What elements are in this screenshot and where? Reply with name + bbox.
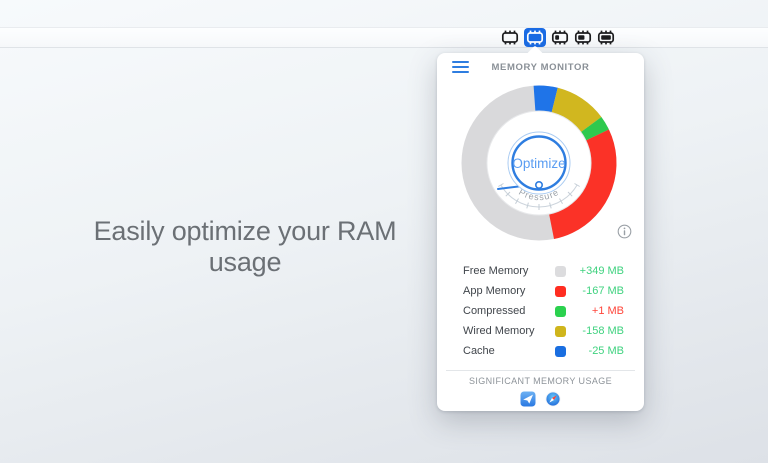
ram-chip-full-glyph (597, 30, 615, 45)
ram-chip-empty-icon[interactable] (501, 29, 519, 47)
ram-chip-mid-icon[interactable] (574, 29, 592, 47)
optimize-button-label: Optimize (512, 156, 565, 171)
legend-delta: -158 MB (582, 325, 624, 337)
legend-row-cache: Cache -25 MB (437, 341, 644, 361)
legend-swatch (555, 265, 566, 277)
donut-slice-cache (461, 85, 617, 241)
hamburger-icon[interactable] (452, 61, 469, 73)
legend-label: Free Memory (463, 265, 529, 277)
legend-row-wired-memory: Wired Memory -158 MB (437, 321, 644, 341)
ram-chip-mid-glyph (574, 30, 592, 45)
legend-row-app-memory: App Memory -167 MB (437, 281, 644, 301)
legend-swatch (555, 285, 566, 297)
memory-legend: Free Memory +349 MB App Memory -167 MB C… (437, 261, 644, 361)
mail-app-icon[interactable] (520, 391, 536, 407)
ram-chip-selected-icon[interactable] (524, 28, 546, 47)
ram-chip-low-glyph (551, 30, 569, 45)
legend-delta: -167 MB (582, 285, 624, 297)
ram-chip-empty-glyph (501, 30, 519, 45)
significant-memory-usage-label: SIGNIFICANT MEMORY USAGE (468, 376, 613, 386)
legend-label: App Memory (463, 285, 526, 297)
ram-chip-selected-glyph (526, 30, 544, 45)
optimize-button[interactable]: Optimize (507, 131, 571, 195)
legend-swatch (555, 305, 566, 317)
safari-app-icon[interactable] (545, 391, 561, 407)
legend-delta: -25 MB (588, 345, 624, 357)
memory-donut-chart: Pressure Optimize (461, 85, 617, 241)
needle-pivot (535, 181, 544, 190)
legend-label: Compressed (463, 305, 526, 317)
info-icon[interactable] (617, 224, 632, 239)
popover-title: MEMORY MONITOR (491, 61, 590, 73)
legend-delta: +1 MB (591, 305, 624, 317)
legend-label: Wired Memory (463, 325, 535, 337)
footer-divider (446, 370, 635, 371)
ram-chip-low-icon[interactable] (551, 29, 569, 47)
ram-chip-full-icon[interactable] (597, 29, 615, 47)
legend-row-compressed: Compressed +1 MB (437, 301, 644, 321)
donut-slice-app-memory (461, 85, 617, 241)
menubar (0, 27, 768, 48)
legend-swatch (555, 325, 566, 337)
marketing-headline: Easily optimize your RAM usage (93, 216, 397, 277)
legend-label: Cache (463, 345, 495, 357)
legend-row-free-memory: Free Memory +349 MB (437, 261, 644, 281)
legend-delta: +349 MB (579, 265, 624, 277)
memory-monitor-popover: MEMORY MONITOR Pressure (437, 45, 644, 411)
popover-header: MEMORY MONITOR (437, 53, 644, 81)
legend-swatch (555, 345, 566, 357)
significant-apps (437, 390, 644, 408)
menubar-status-items (501, 27, 615, 48)
